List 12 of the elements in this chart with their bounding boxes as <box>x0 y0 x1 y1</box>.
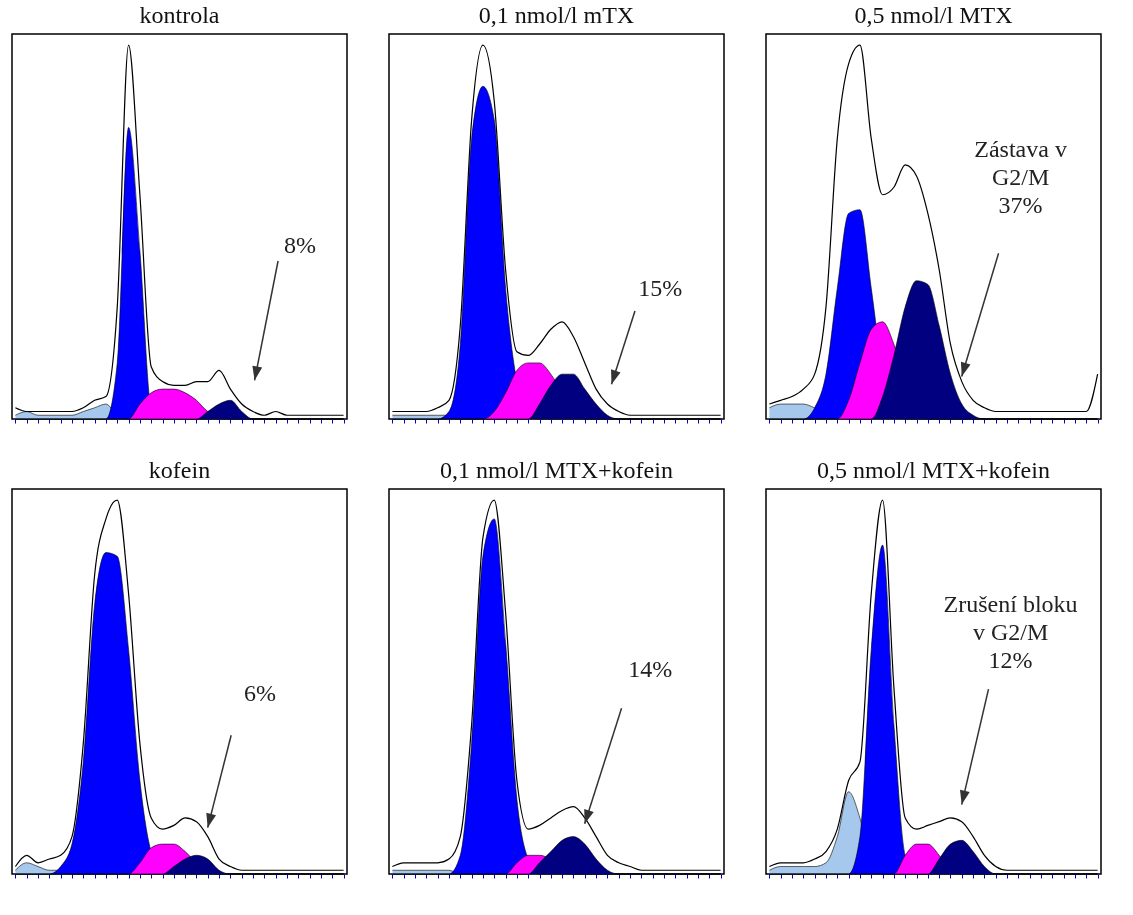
annotation: Zástava v G2/M 37% <box>974 135 1067 218</box>
annotation: 8% <box>284 232 317 259</box>
chart-title: 0,1 nmol/l MTX+kofein <box>440 457 673 483</box>
chart-title: 0,1 nmol/l mTX <box>478 2 635 28</box>
chart-title: 0,5 nmol/l MTX+kofein <box>817 457 1050 483</box>
annotation: 15% <box>638 274 683 301</box>
annotation: 6% <box>243 679 276 706</box>
annotation: 14% <box>628 656 673 683</box>
chart-title: kofein <box>148 457 211 483</box>
annotation: Zrušení bloku v G2/M 12% <box>943 590 1078 673</box>
chart-title: 0,5 nmol/l MTX <box>854 2 1013 28</box>
chart-title: kontrola <box>139 2 220 28</box>
